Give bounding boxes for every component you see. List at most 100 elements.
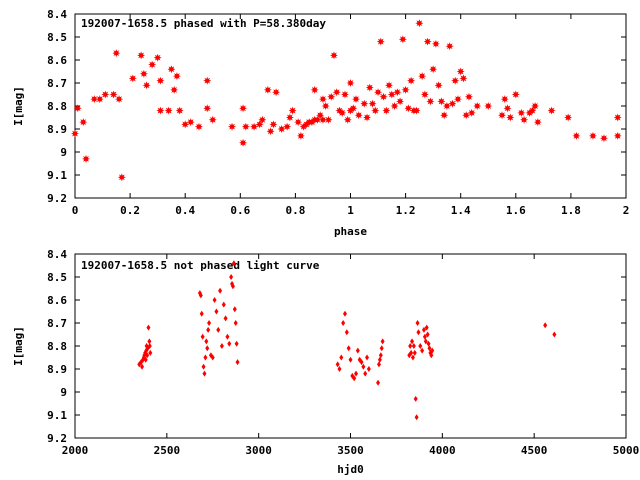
data-point xyxy=(90,95,99,104)
data-point xyxy=(206,326,211,333)
x-tick-label: 0.6 xyxy=(230,204,250,217)
y-tick-label: 8.5 xyxy=(47,31,67,44)
x-tick-label: 4500 xyxy=(521,444,548,457)
x-tick-label: 1.4 xyxy=(451,204,471,217)
data-point xyxy=(128,74,137,83)
data-point xyxy=(346,79,355,87)
data-point xyxy=(148,60,157,69)
data-point xyxy=(337,366,342,372)
data-point xyxy=(520,115,529,124)
x-tick-label: 4000 xyxy=(429,444,456,457)
data-point xyxy=(204,338,209,345)
data-point xyxy=(425,331,430,338)
data-point xyxy=(517,108,526,117)
data-point xyxy=(411,343,416,349)
data-point xyxy=(365,83,374,92)
data-point xyxy=(378,352,383,359)
data-point xyxy=(167,65,176,74)
data-point xyxy=(82,154,91,163)
data-point xyxy=(146,324,151,331)
data-point xyxy=(342,310,347,317)
data-point xyxy=(408,343,413,349)
data-point xyxy=(223,315,228,322)
y-axis-title: I[mag] xyxy=(12,326,25,366)
data-point xyxy=(437,97,446,106)
data-point xyxy=(365,354,370,361)
data-point xyxy=(147,338,152,345)
y-tick-label: 8.9 xyxy=(47,123,67,136)
data-point xyxy=(73,104,82,113)
plot-frame xyxy=(74,253,627,439)
data-point xyxy=(137,51,146,60)
data-point xyxy=(142,81,151,90)
data-point xyxy=(277,125,286,133)
data-point xyxy=(354,111,363,120)
data-point xyxy=(255,120,264,129)
data-point xyxy=(409,349,414,356)
data-point xyxy=(115,95,124,104)
x-tick-label: 2 xyxy=(623,204,630,217)
data-point xyxy=(181,120,190,129)
data-point xyxy=(194,122,203,131)
data-point xyxy=(227,340,232,347)
data-point xyxy=(147,343,152,349)
data-point xyxy=(235,359,240,366)
data-point xyxy=(200,333,205,340)
x-tick-label: 0 xyxy=(72,204,79,217)
data-point xyxy=(175,106,184,115)
data-point xyxy=(269,120,278,129)
data-point xyxy=(511,90,520,99)
data-point xyxy=(258,115,267,124)
data-point xyxy=(414,414,419,421)
data-point xyxy=(422,333,427,340)
y-tick-label: 8.6 xyxy=(47,54,67,67)
data-point xyxy=(376,361,381,368)
data-point xyxy=(418,72,427,81)
data-point xyxy=(241,122,250,131)
data-point xyxy=(423,338,428,345)
data-point xyxy=(398,35,407,44)
data-point xyxy=(214,308,219,315)
y-tick-label: 9.1 xyxy=(47,169,67,182)
data-point xyxy=(396,97,405,106)
data-point xyxy=(156,106,165,115)
y-tick-label: 8.7 xyxy=(47,317,67,330)
data-point xyxy=(239,138,248,147)
data-point xyxy=(429,65,438,74)
data-point xyxy=(363,370,368,377)
data-point xyxy=(225,333,230,340)
x-tick-label: 1.8 xyxy=(561,204,581,217)
y-tick-label: 8.6 xyxy=(47,294,67,307)
data-point xyxy=(506,113,515,122)
data-point xyxy=(416,329,421,336)
data-point xyxy=(528,106,537,115)
y-tick-label: 8.7 xyxy=(47,77,67,90)
data-point xyxy=(387,90,396,99)
data-point xyxy=(434,81,443,90)
data-point xyxy=(285,113,294,122)
data-point xyxy=(198,292,203,299)
data-point xyxy=(140,363,145,370)
data-point xyxy=(420,347,425,354)
data-point xyxy=(418,343,423,349)
data-point xyxy=(385,81,394,90)
data-point xyxy=(239,104,248,113)
data-point xyxy=(379,92,388,101)
data-point xyxy=(201,363,206,370)
y-axis-title: I[mag] xyxy=(12,86,25,126)
data-point xyxy=(186,118,195,127)
data-point xyxy=(234,340,239,347)
data-point xyxy=(148,349,153,356)
y-tick-label: 8.4 xyxy=(47,248,67,261)
data-point xyxy=(343,115,352,124)
data-point xyxy=(380,338,385,345)
data-point xyxy=(117,173,126,182)
data-point xyxy=(355,347,360,354)
data-point xyxy=(421,326,426,333)
data-point xyxy=(374,88,383,97)
data-point xyxy=(377,356,382,363)
data-point xyxy=(430,347,435,354)
data-point xyxy=(143,356,148,363)
data-point xyxy=(456,67,465,76)
y-tick-label: 9.1 xyxy=(47,409,67,422)
